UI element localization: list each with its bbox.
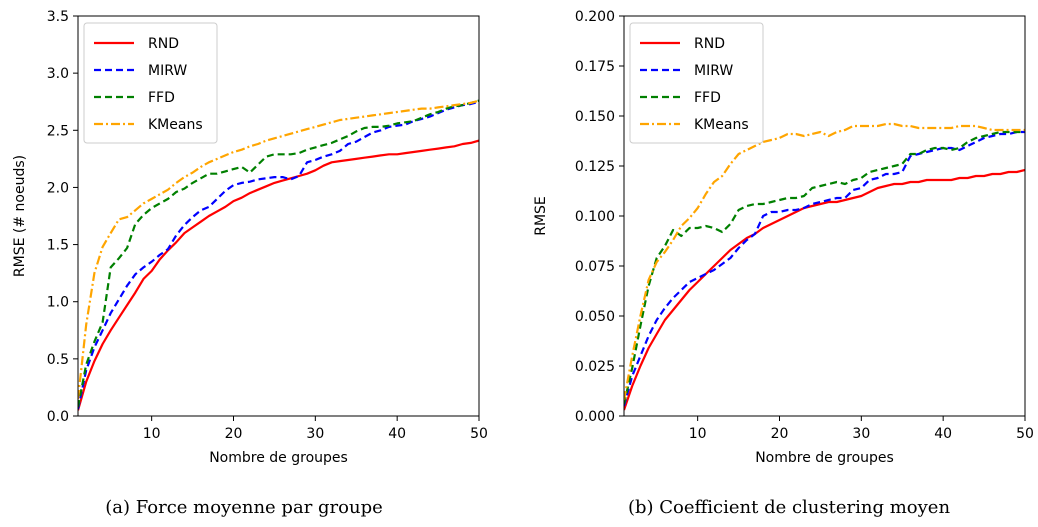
legend-label-mirw: MIRW [694, 63, 733, 79]
y-tick-label: 1.0 [47, 295, 69, 311]
legend-label-mirw: MIRW [148, 63, 187, 79]
plot-area [624, 122, 1025, 411]
legend-label-kmeans: KMeans [148, 117, 203, 133]
legend: RND MIRW FFD KMeans [629, 22, 764, 144]
series-line-rnd [78, 139, 479, 411]
chart-panel-b: 10 20 30 40 50 0.000 0.025 0.050 0.075 0.100 0.125… [533, 9, 1034, 518]
y-tick-label: 0.025 [575, 359, 615, 375]
figure-caption: (b) Coefficient de clustering moyen [628, 497, 951, 518]
legend-label-ffd: FFD [694, 90, 721, 106]
legend-label-ffd: FFD [148, 90, 175, 106]
y-axis-label: RMSE (# noeuds) [12, 155, 28, 277]
x-tick-label: 20 [225, 426, 243, 442]
series-line-mirw [624, 130, 1025, 407]
axes-frame [77, 15, 480, 417]
figure-caption: (a) Force moyenne par groupe [105, 497, 383, 518]
y-tick-label: 0.100 [575, 209, 615, 225]
y-tick-label: 0.0 [47, 409, 69, 425]
x-tick-label: 20 [771, 426, 789, 442]
series-line-ffd [624, 130, 1025, 405]
x-tick-label: 10 [689, 426, 707, 442]
x-tick-label: 30 [306, 426, 324, 442]
y-tick-label: 0.125 [575, 159, 615, 175]
x-tick-label: 40 [934, 426, 952, 442]
y-tick-label: 0.050 [575, 309, 615, 325]
series-line-kmeans [78, 99, 479, 400]
legend-label-rnd: RND [148, 36, 179, 52]
y-tick-label: 2.0 [47, 180, 69, 196]
x-tick-label: 40 [388, 426, 406, 442]
series-line-ffd [78, 99, 479, 408]
y-tick-label: 0.5 [47, 352, 69, 368]
series-line-kmeans [624, 122, 1025, 401]
series-line-rnd [624, 168, 1025, 411]
chart-panel-a: 10 20 30 40 50 0.0 0.5 1.0 1.5 2.0 2.5 3.0 3.5 Nombre… [12, 9, 488, 518]
legend: RND MIRW FFD KMeans [83, 22, 218, 144]
y-tick-label: 3.5 [47, 9, 69, 25]
x-tick-label: 50 [470, 426, 488, 442]
y-tick-label: 0.150 [575, 109, 615, 125]
y-tick-label: 1.5 [47, 238, 69, 254]
y-axis-label: RMSE [533, 196, 549, 236]
legend-label-rnd: RND [694, 36, 725, 52]
y-tick-label: 2.5 [47, 123, 69, 139]
x-axis-label: Nombre de groupes [209, 450, 348, 466]
y-tick-label: 0.200 [575, 9, 615, 25]
y-tick-label: 0.000 [575, 409, 615, 425]
x-tick-label: 10 [143, 426, 161, 442]
legend-box [629, 22, 764, 144]
series-line-mirw [78, 100, 479, 410]
y-tick-label: 0.175 [575, 59, 615, 75]
y-tick-label: 3.0 [47, 66, 69, 82]
x-tick-label: 50 [1016, 426, 1034, 442]
legend-box [83, 22, 218, 144]
x-axis-label: Nombre de groupes [755, 450, 894, 466]
y-tick-label: 0.075 [575, 259, 615, 275]
x-tick-label: 30 [852, 426, 870, 442]
legend-label-kmeans: KMeans [694, 117, 749, 133]
plot-area [78, 99, 479, 411]
